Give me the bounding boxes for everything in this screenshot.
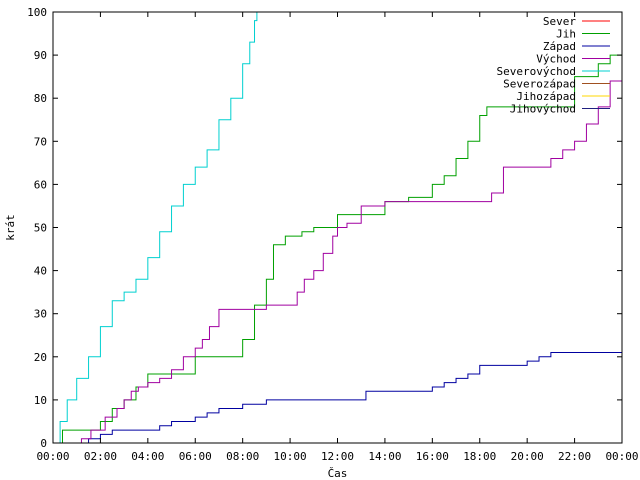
x-tick-label: 12:00 <box>321 450 354 463</box>
y-axis-label: krát <box>4 214 17 241</box>
tick-layer: 0 10 20 30 40 50 60 70 80 90 100 00:00 02:00 04:00 06:… <box>27 6 638 463</box>
y-tick-label: 80 <box>34 92 47 105</box>
y-tick-label: 20 <box>34 351 47 364</box>
x-tick-label: 04:00 <box>131 450 164 463</box>
legend-label: Západ <box>543 40 576 53</box>
y-tick-label: 40 <box>34 265 47 278</box>
x-tick-label: 14:00 <box>368 450 401 463</box>
legend-label: Jihovýchod <box>510 103 576 116</box>
x-tick-label: 20:00 <box>511 450 544 463</box>
x-tick-label: 18:00 <box>463 450 496 463</box>
legend-label: Severovýchod <box>497 65 576 78</box>
y-tick-label: 70 <box>34 135 47 148</box>
y-tick-label: 0 <box>40 437 47 450</box>
legend-label: Jih <box>556 28 576 41</box>
legend-label: Sever <box>543 15 576 28</box>
x-tick-label: 02:00 <box>84 450 117 463</box>
y-tick-label: 100 <box>27 6 47 19</box>
y-tick-label: 10 <box>34 394 47 407</box>
y-tick-label: 60 <box>34 178 47 191</box>
series-layer <box>53 12 622 443</box>
x-tick-label: 00:00 <box>36 450 69 463</box>
x-tick-label: 22:00 <box>558 450 591 463</box>
series-line-1 <box>53 54 622 443</box>
legend-label: Severozápad <box>503 78 576 91</box>
legend-label: Východ <box>536 53 576 66</box>
series-line-2 <box>53 351 622 443</box>
x-tick-label: 10:00 <box>274 450 307 463</box>
y-tick-label: 90 <box>34 49 47 62</box>
x-tick-label: 06:00 <box>179 450 212 463</box>
series-line-3 <box>53 37 622 443</box>
x-tick-label: 08:00 <box>226 450 259 463</box>
plot-frame <box>52 11 623 444</box>
legend: SeverJihZápadVýchodSeverovýchodSeverozáp… <box>497 15 610 116</box>
series-line-4 <box>53 12 258 443</box>
x-tick-label: 16:00 <box>416 450 449 463</box>
legend-label: Jihozápad <box>516 90 576 103</box>
x-axis-label: Čas <box>328 467 348 480</box>
x-tick-label: 00:00 <box>605 450 638 463</box>
y-tick-label: 30 <box>34 308 47 321</box>
y-tick-label: 50 <box>34 222 47 235</box>
